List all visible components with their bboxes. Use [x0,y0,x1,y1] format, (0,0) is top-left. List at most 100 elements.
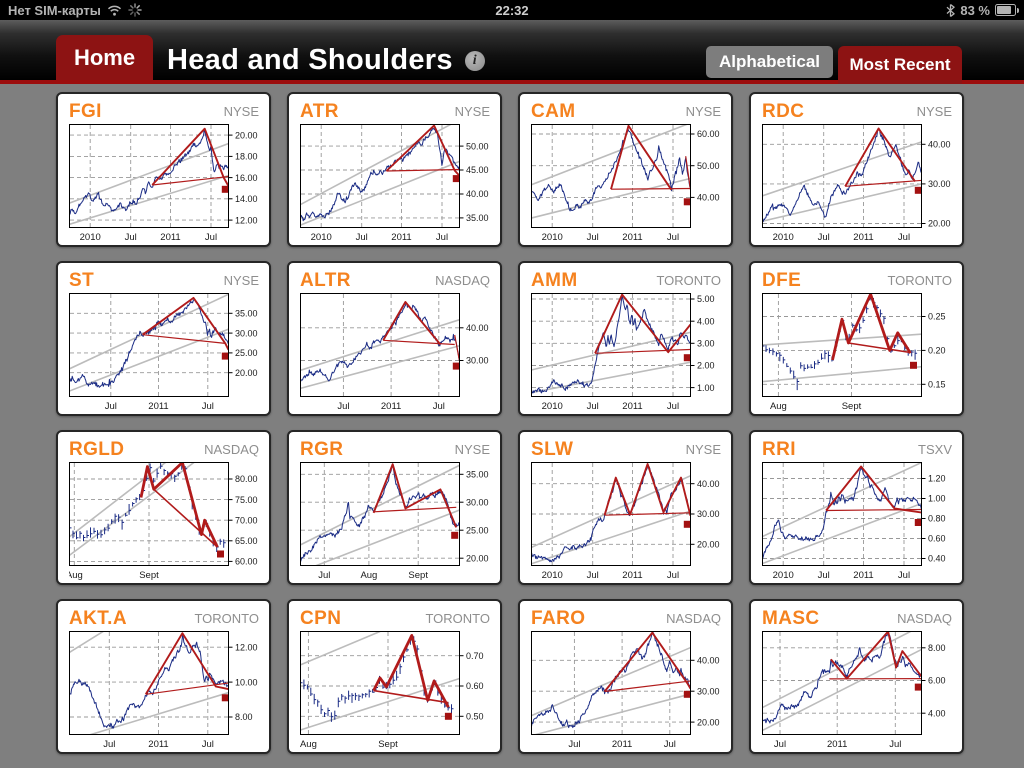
signal-marker [683,354,691,362]
chart-card-rdc[interactable]: RDC NYSE 40.00 30.00 20.00 2010 Jul 2011 Jul [749,92,964,247]
svg-text:Aug: Aug [69,570,83,581]
svg-text:12.00: 12.00 [235,642,258,652]
svg-text:2011: 2011 [853,570,873,581]
carrier-label: Нет SIM-карты [8,2,101,18]
svg-text:2011: 2011 [622,401,642,412]
chart-card-cpn[interactable]: CPN TORONTO 0.70 0.60 0.50 Aug Sept [287,599,502,754]
sort-most-recent-button[interactable]: Most Recent [838,46,962,84]
price-series [301,463,459,562]
home-button[interactable]: Home [56,35,153,80]
svg-text:0.25: 0.25 [928,312,946,322]
svg-text:1.00: 1.00 [697,383,715,393]
pattern-lines [385,125,459,177]
ticker-label: FARO [531,608,586,629]
chart-card-akt-a[interactable]: AKT.A TORONTO 12.00 10.00 8.00 Jul 2011 Jul [56,599,271,754]
svg-text:65.00: 65.00 [235,536,258,546]
pattern-lines [610,125,690,191]
svg-text:0.60: 0.60 [928,534,946,544]
trend-channel-lines [301,464,459,565]
svg-text:2011: 2011 [160,232,180,243]
svg-text:Jul: Jul [667,401,679,412]
svg-text:60.00: 60.00 [697,129,720,139]
svg-text:Jul: Jul [774,739,786,750]
exchange-label: NASDAQ [435,273,490,288]
svg-text:25.00: 25.00 [466,525,489,535]
sort-alphabetical-button[interactable]: Alphabetical [706,46,833,78]
svg-text:Jul: Jul [103,739,115,750]
svg-text:40.00: 40.00 [697,656,720,666]
exchange-label: TORONTO [656,273,721,288]
pattern-lines [825,465,921,514]
svg-text:Jul: Jul [436,232,448,243]
chart-card-dfe[interactable]: DFE TORONTO 0.25 0.20 0.15 Aug Sept [749,261,964,416]
signal-marker [221,352,229,360]
ticker-label: RGR [300,439,344,460]
signal-marker [914,683,922,691]
price-series [763,128,921,223]
svg-text:Aug: Aug [770,401,787,412]
svg-text:Jul: Jul [818,570,830,581]
svg-text:0.40: 0.40 [928,554,946,564]
price-chart: 12.00 10.00 8.00 Jul 2011 Jul [69,631,258,750]
chart-card-atr[interactable]: ATR NYSE 50.00 45.00 40.00 35.00 2010 Jul 2011… [287,92,502,247]
trend-channel-lines [763,632,921,732]
price-chart: 1.20 1.00 0.80 0.60 0.40 2010 Jul 2011 Jul [762,462,946,581]
exchange-label: NYSE [685,104,721,119]
exchange-label: NYSE [916,104,952,119]
svg-text:12.00: 12.00 [235,215,258,225]
exchange-label: TORONTO [887,273,952,288]
trend-channel-lines [301,125,459,226]
chart-card-altr[interactable]: ALTR NASDAQ 40.00 30.00 Jul 2011 Jul [287,261,502,416]
trend-channel-lines [70,142,228,225]
svg-text:Jul: Jul [587,232,599,243]
trend-channel-lines [532,475,690,565]
chart-card-slw[interactable]: SLW NYSE 40.00 30.00 20.00 2010 Jul 2011 Jul [518,430,733,585]
pattern-lines [831,294,912,361]
svg-text:2010: 2010 [542,570,563,581]
ticker-label: RDC [762,101,805,122]
chart-card-rri[interactable]: RRI TSXV 1.20 1.00 0.80 0.60 0.40 2010 Jul 2011… [749,430,964,585]
exchange-label: TORONTO [194,611,259,626]
svg-text:30.00: 30.00 [466,497,489,507]
svg-text:20.00: 20.00 [697,717,720,727]
info-icon[interactable]: i [464,50,485,71]
svg-text:40.00: 40.00 [466,323,489,333]
exchange-label: NYSE [685,442,721,457]
bluetooth-icon [946,3,956,17]
svg-text:Jul: Jul [125,232,137,243]
chart-card-rgr[interactable]: RGR NYSE 35.00 30.00 25.00 20.00 Jul Aug Sept [287,430,502,585]
svg-text:2011: 2011 [622,232,642,243]
chart-card-rgld[interactable]: RGLD NASDAQ 80.00 75.00 70.00 65.00 60.00 Aug… [56,430,271,585]
price-chart: 40.00 30.00 20.00 Jul 2011 Jul [531,631,720,750]
svg-text:60.00: 60.00 [235,557,258,567]
pattern-lines [144,632,228,695]
price-series [301,635,454,722]
price-chart: 40.00 30.00 20.00 2010 Jul 2011 Jul [531,462,720,581]
price-chart: 35.00 30.00 25.00 20.00 Jul 2011 Jul [69,293,258,412]
navigation-bar: Home Head and Shoulders i Alphabetical M… [0,20,1024,84]
wifi-icon [107,5,121,16]
svg-text:0.15: 0.15 [928,380,946,390]
price-chart: 40.00 30.00 Jul 2011 Jul [300,293,489,412]
price-chart: 8.00 6.00 4.00 Jul 2011 Jul [762,631,946,750]
svg-text:2010: 2010 [542,232,563,243]
signal-marker [914,519,922,526]
svg-text:Sept: Sept [139,570,159,581]
svg-text:Aug: Aug [300,739,317,750]
pattern-lines [829,632,921,680]
svg-text:18.00: 18.00 [235,152,258,162]
svg-text:2011: 2011 [391,232,411,243]
ticker-label: FGI [69,101,102,122]
svg-text:Jul: Jul [667,570,679,581]
chart-card-st[interactable]: ST NYSE 35.00 30.00 25.00 20.00 Jul 2011 Jul [56,261,271,416]
chart-card-cam[interactable]: CAM NYSE 60.00 50.00 40.00 2010 Jul 2011 Jul [518,92,733,247]
chart-card-masc[interactable]: MASC NASDAQ 8.00 6.00 4.00 Jul 2011 Jul [749,599,964,754]
chart-card-amm[interactable]: AMM TORONTO 5.00 4.00 3.00 2.00 1.00 2010 Jul 2… [518,261,733,416]
svg-text:Jul: Jul [664,739,676,750]
signal-marker [452,175,460,183]
chart-card-faro[interactable]: FARO NASDAQ 40.00 30.00 20.00 Jul 2011 Jul [518,599,733,754]
ticker-label: AKT.A [69,608,127,629]
chart-card-fgi[interactable]: FGI NYSE 20.00 18.00 16.00 14.00 12.00 2010 Ju… [56,92,271,247]
trend-channel-lines [532,646,690,734]
battery-percent-label: 83 % [960,2,990,18]
